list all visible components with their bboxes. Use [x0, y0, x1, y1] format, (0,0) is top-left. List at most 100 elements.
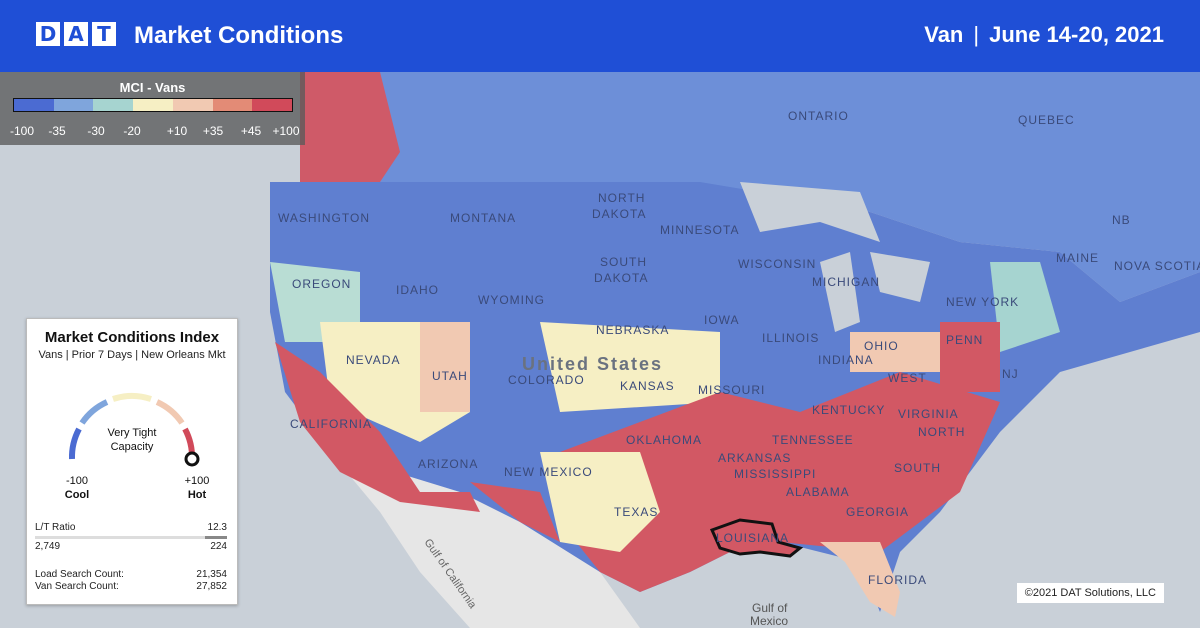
label-alabama: ALABAMA: [786, 485, 850, 499]
gauge-min-label: Cool: [64, 489, 90, 501]
legend-tick: -100: [9, 124, 35, 138]
label-wisconsin: WISCONSIN: [738, 257, 816, 271]
label-nevada: NEVADA: [346, 353, 400, 367]
label-nebraska: NEBRASKA: [596, 323, 669, 337]
region-texas: [540, 452, 660, 552]
label-new-mexico: NEW MEXICO: [504, 465, 593, 479]
label-nj: NJ: [1002, 367, 1019, 381]
load-search-value: 21,354: [196, 569, 227, 580]
gauge-min-value: -100: [65, 475, 89, 487]
logo-letter-t: T: [92, 22, 116, 46]
legend-tick: -35: [48, 124, 66, 138]
van-search-label: Van Search Count:: [35, 581, 119, 592]
legend-tick: -20: [123, 124, 141, 138]
label-iowa: IOWA: [704, 313, 740, 327]
label-illinois: ILLINOIS: [762, 331, 819, 345]
label-michigan: MICHIGAN: [812, 275, 880, 289]
logo-letter-a: A: [64, 22, 88, 46]
lt-ratio-row: L/T Ratio 12.3: [35, 522, 227, 533]
label-west-virginia: WEST: [888, 371, 927, 385]
legend-tick: +45: [240, 124, 262, 138]
label-texas: TEXAS: [614, 505, 658, 519]
label-south-dakota-1: SOUTH: [600, 255, 647, 269]
van-search-value: 27,852: [196, 581, 227, 592]
region-ohio: [850, 332, 960, 372]
legend-title: MCI - Vans: [119, 80, 186, 95]
legend-tick: +10: [166, 124, 188, 138]
mci-legend: MCI - Vans -100 -35 -30 -20 +10 +35 +45 …: [0, 72, 305, 145]
gauge-max-value: +100: [184, 475, 210, 487]
label-quebec: QUEBEC: [1018, 113, 1075, 127]
label-ontario: ONTARIO: [788, 109, 849, 123]
label-north-dakota-1: NORTH: [598, 191, 645, 205]
lt-ratio-value: 12.3: [207, 522, 227, 533]
legend-tick: +35: [202, 124, 224, 138]
gauge-seg: [112, 392, 152, 402]
header-separator: |: [973, 22, 980, 47]
load-count: 2,749: [35, 541, 61, 552]
label-arkansas: ARKANSAS: [718, 451, 791, 465]
label-north-dakota-2: DAKOTA: [592, 207, 646, 221]
card-title: Market Conditions Index: [44, 329, 220, 346]
label-florida: FLORIDA: [868, 573, 927, 587]
van-search-row: Van Search Count: 27,852: [35, 581, 227, 592]
label-north-carolina: NORTH: [918, 425, 965, 439]
load-search-label: Load Search Count:: [35, 569, 124, 580]
label-gulf-mexico-1: Gulf of: [752, 601, 788, 615]
label-virginia: VIRGINIA: [898, 407, 959, 421]
region-penn: [940, 322, 1000, 392]
label-missouri: MISSOURI: [698, 383, 765, 397]
region-california: [275, 342, 480, 512]
date-range: June 14-20, 2021: [989, 22, 1164, 47]
header-bar: D A T Market Conditions Van | June 14-20, …: [0, 0, 1200, 72]
gauge-max-label: Hot: [187, 489, 207, 501]
label-washington: WASHINGTON: [278, 211, 370, 225]
gauge-seg: [155, 399, 185, 425]
legend-tick: +100: [272, 124, 300, 138]
label-ohio: OHIO: [864, 339, 899, 353]
label-indiana: INDIANA: [818, 353, 874, 367]
label-south-carolina: SOUTH: [894, 461, 941, 475]
load-search-row: Load Search Count: 21,354: [35, 569, 227, 580]
legend-tick: -30: [87, 124, 105, 138]
label-oregon: OREGON: [292, 277, 351, 291]
legend-swatch: [14, 99, 54, 111]
label-nb: NB: [1112, 213, 1131, 227]
region-new-england: [990, 262, 1060, 352]
region-bc: [300, 72, 400, 182]
label-nova-scotia: NOVA SCOTIA: [1114, 259, 1200, 273]
logo-letter-d: D: [36, 22, 60, 46]
header-meta: Van | June 14-20, 2021: [924, 22, 1164, 48]
label-idaho: IDAHO: [396, 283, 439, 297]
label-arizona: ARIZONA: [418, 457, 478, 471]
louisiana-highlight: [709, 518, 804, 558]
copyright-notice: ©2021 DAT Solutions, LLC: [1016, 583, 1164, 603]
label-louisiana: LOUISIANA: [716, 531, 789, 545]
dat-logo: D A T: [36, 22, 116, 46]
legend-ticks: -100 -35 -30 -20 +10 +35 +45 +100: [0, 124, 305, 140]
label-gulf-mexico-2: Mexico: [750, 614, 788, 628]
label-maine: MAINE: [1056, 251, 1099, 265]
label-california: CALIFORNIA: [290, 417, 372, 431]
lt-counts-row: 2,749 224: [35, 541, 227, 552]
market-conditions-card: Market Conditions Index Vans | Prior 7 D…: [26, 318, 238, 605]
label-new-york: NEW YORK: [946, 295, 1019, 309]
label-south-dakota-2: DAKOTA: [594, 271, 648, 285]
lake-huron: [870, 252, 930, 302]
label-kentucky: KENTUCKY: [812, 403, 885, 417]
region-florida: [820, 542, 900, 617]
label-kansas: KANSAS: [620, 379, 675, 393]
legend-swatch: [252, 99, 293, 111]
region-southeast: [560, 372, 1000, 592]
lake-michigan: [820, 252, 860, 332]
region-southwest: [470, 482, 560, 542]
label-minnesota: MINNESOTA: [660, 223, 739, 237]
label-mississippi: MISSISSIPPI: [734, 467, 816, 481]
card-subtitle: Vans | Prior 7 Days | New Orleans Mkt: [38, 349, 226, 361]
label-wyoming: WYOMING: [478, 293, 545, 307]
label-montana: MONTANA: [450, 211, 516, 225]
legend-swatch: [53, 99, 94, 111]
gauge-seg-cool: [68, 427, 82, 460]
label-tennessee: TENNESSEE: [772, 433, 854, 447]
gauge-marker: [184, 451, 200, 467]
